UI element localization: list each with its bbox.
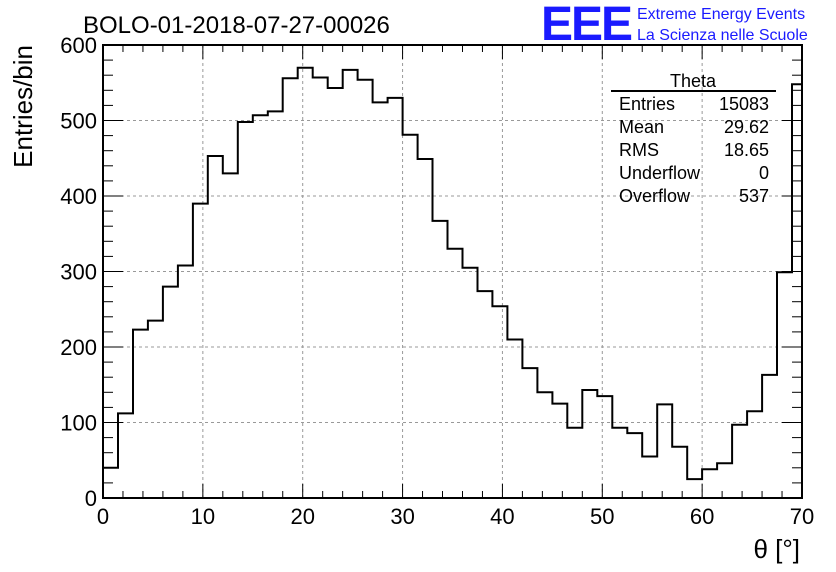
y-tick-label: 600 (60, 33, 97, 58)
x-tick-label: 30 (390, 504, 414, 529)
x-tick-label: 60 (690, 504, 714, 529)
stats-row-label: Entries (619, 94, 675, 114)
stats-row-value: 18.65 (724, 140, 769, 160)
x-tick-label: 20 (290, 504, 314, 529)
y-tick-label: 200 (60, 335, 97, 360)
stats-row-label: RMS (619, 140, 659, 160)
x-tick-label: 0 (97, 504, 109, 529)
eee-logo-line2: La Scienza nelle Scuole (637, 27, 808, 44)
y-axis-title: Entries/bin (8, 45, 38, 168)
stats-row-value: 537 (739, 186, 769, 206)
stats-row-value: 0 (759, 163, 769, 183)
stats-row-value: 15083 (719, 94, 769, 114)
eee-logo-mark: EEE (541, 0, 632, 51)
eee-logo: EEE Extreme Energy Events La Scienza nel… (541, 0, 808, 51)
stats-box-title: Theta (670, 71, 717, 91)
y-tick-label: 300 (60, 260, 97, 285)
x-tick-label: 40 (490, 504, 514, 529)
x-tick-label: 10 (191, 504, 215, 529)
eee-logo-line1: Extreme Energy Events (637, 6, 805, 23)
stats-row-label: Overflow (619, 186, 691, 206)
y-tick-label: 400 (60, 184, 97, 209)
stats-rows: Entries 15083 Mean 29.62 RMS 18.65 Underflow 0 O… (619, 94, 769, 206)
plot-frame (102, 44, 803, 499)
y-tick-label: 100 (60, 411, 97, 436)
stats-row-value: 29.62 (724, 117, 769, 137)
stats-box: Theta Entries 15083 Mean 29.62 RMS 18.65 Under… (611, 71, 776, 206)
y-tick-label: 0 (85, 486, 97, 511)
x-tick-label: 50 (590, 504, 614, 529)
histogram-line (102, 66, 802, 498)
x-tick-label: 70 (790, 504, 814, 529)
y-tick-label: 500 (60, 109, 97, 134)
tick-labels: 0 10 20 30 40 50 60 70 0 100 200 300 400 500 600 (60, 33, 814, 529)
grid (103, 45, 802, 498)
stats-row-label: Mean (619, 117, 664, 137)
chart-title: BOLO-01-2018-07-27-00026 (83, 12, 390, 39)
x-axis-title: θ [°] (753, 534, 800, 564)
stats-row-label: Underflow (619, 163, 701, 183)
